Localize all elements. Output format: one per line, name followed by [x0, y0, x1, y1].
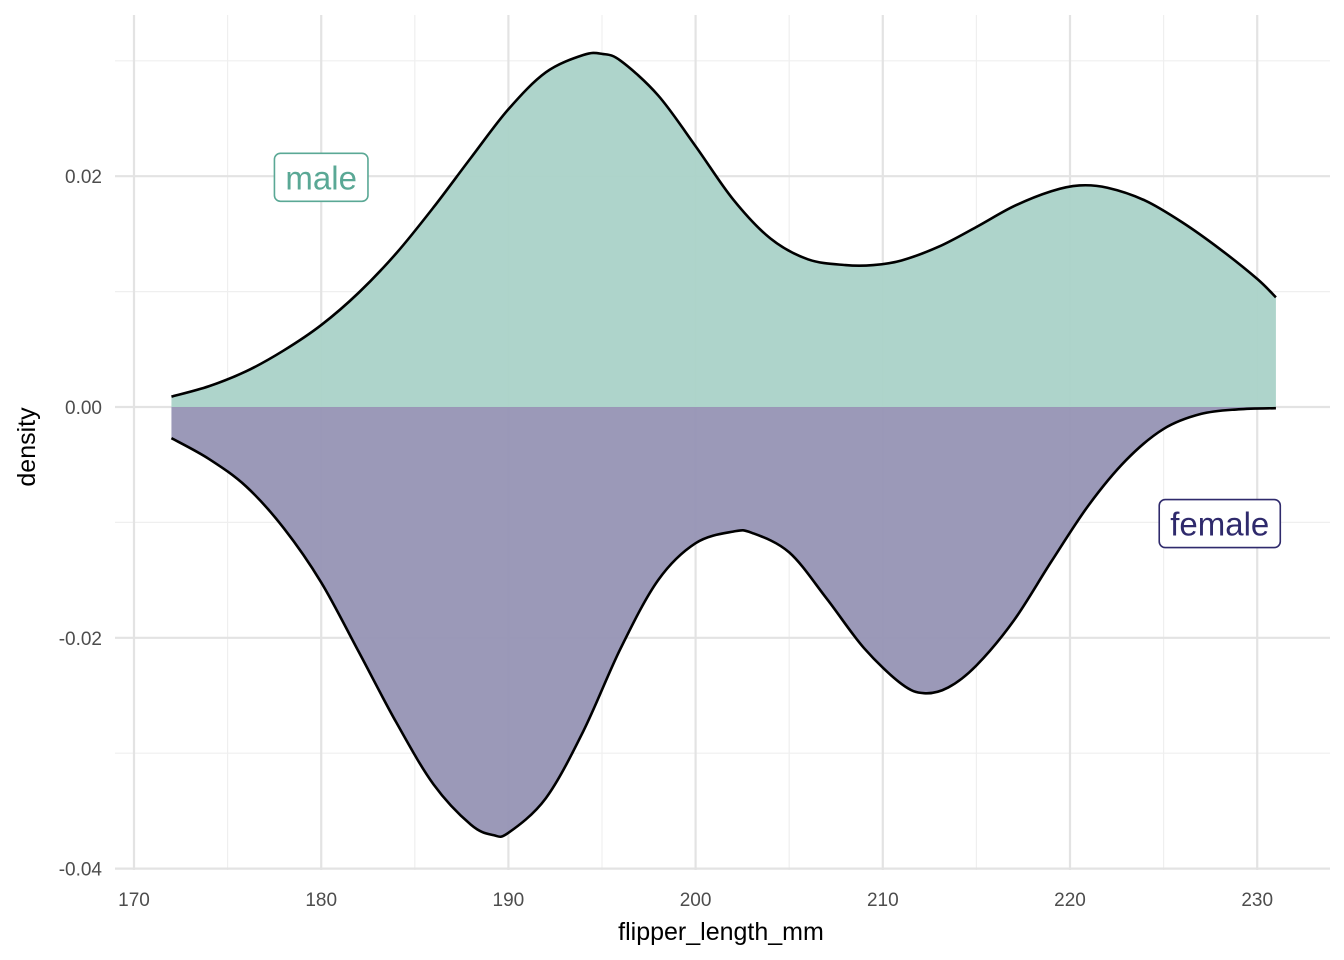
density-area-female [171, 407, 1276, 837]
y-tick-label: 0.02 [65, 167, 102, 188]
x-tick-label: 220 [1054, 890, 1086, 911]
group-labels: male female [273, 152, 1282, 549]
density-line-female [170, 406, 1276, 839]
x-tick-label: 200 [680, 890, 712, 911]
x-axis-ticks: 170 180 190 200 210 220 230 [118, 890, 1273, 911]
density-area-male [171, 52, 1276, 407]
y-tick-label: 0.00 [65, 398, 102, 419]
x-tick-label: 170 [118, 890, 150, 911]
x-tick-label: 180 [305, 890, 337, 911]
y-tick-label: -0.02 [59, 629, 102, 650]
label-text: male [285, 159, 357, 196]
y-tick-label: -0.04 [59, 860, 103, 881]
x-tick-label: 190 [493, 890, 525, 911]
x-axis-title: flipper_length_mm [618, 918, 824, 946]
label-box [273, 152, 369, 203]
label-text: female [1170, 506, 1269, 543]
x-tick-label: 230 [1241, 890, 1273, 911]
label-box [1158, 498, 1282, 549]
label-female: female [1158, 498, 1282, 549]
density-areas [170, 51, 1277, 839]
y-axis-ticks: -0.04 -0.02 0.00 0.02 [59, 167, 103, 880]
y-axis-title: density [13, 407, 41, 487]
density-line-male [171, 51, 1277, 398]
label-male: male [273, 152, 369, 203]
x-tick-label: 210 [867, 890, 899, 911]
